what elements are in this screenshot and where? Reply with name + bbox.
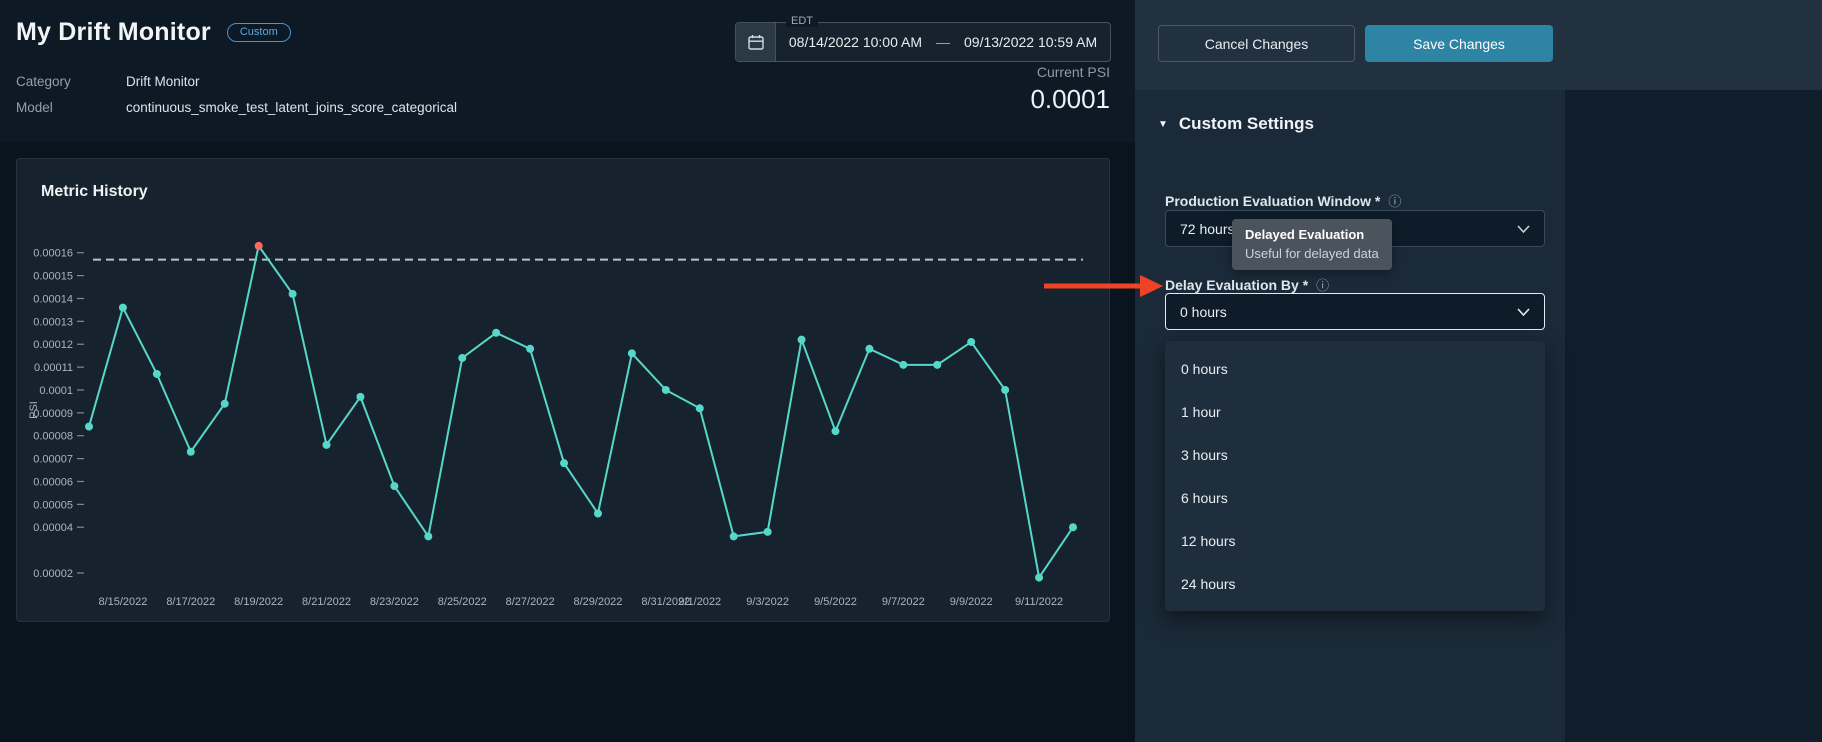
- svg-text:0.00009: 0.00009: [33, 408, 73, 420]
- metric-history-card: Metric History 0.00002 0.00004 0.00005 0.00…: [16, 158, 1110, 622]
- dropdown-option[interactable]: 6 hours: [1181, 489, 1228, 506]
- svg-text:0.00016: 0.00016: [33, 248, 73, 260]
- svg-text:9/7/2022: 9/7/2022: [882, 596, 925, 608]
- svg-text:0.00004: 0.00004: [33, 522, 73, 534]
- current-psi-value: 0.0001: [1030, 84, 1110, 114]
- svg-text:0.00006: 0.00006: [33, 476, 73, 488]
- svg-text:8/15/2022: 8/15/2022: [98, 596, 147, 608]
- svg-text:8/19/2022: 8/19/2022: [234, 596, 283, 608]
- production-window-value: 72 hours: [1180, 220, 1235, 237]
- dropdown-option[interactable]: 12 hours: [1181, 532, 1236, 549]
- delay-evaluation-value: 0 hours: [1180, 303, 1227, 320]
- page-title: My Drift Monitor: [16, 18, 211, 46]
- svg-text:9/11/2022: 9/11/2022: [1015, 596, 1063, 608]
- svg-text:0.00014: 0.00014: [33, 293, 73, 305]
- svg-text:9/1/2022: 9/1/2022: [678, 596, 721, 608]
- production-window-label-text: Production Evaluation Window *: [1165, 192, 1381, 209]
- svg-text:0.00008: 0.00008: [33, 431, 73, 443]
- save-changes-button[interactable]: Save Changes: [1365, 25, 1553, 62]
- background-panel: [1565, 90, 1822, 742]
- chevron-down-icon: [1517, 307, 1530, 316]
- caret-down-icon: ▼: [1158, 118, 1168, 130]
- svg-text:8/17/2022: 8/17/2022: [166, 596, 215, 608]
- current-psi-label: Current PSI: [1036, 64, 1110, 80]
- svg-text:0.00012: 0.00012: [33, 339, 73, 351]
- monitor-meta: Category Drift Monitor Model continuous_…: [16, 74, 457, 115]
- category-label: Category: [16, 74, 71, 89]
- date-range-separator: —: [936, 34, 950, 50]
- tooltip-title: Delayed Evaluation: [1245, 227, 1365, 242]
- custom-settings-section-header[interactable]: ▼ Custom Settings: [1158, 114, 1314, 134]
- date-range-start: 08/14/2022 10:00 AM: [788, 34, 922, 50]
- svg-text:9/5/2022: 9/5/2022: [814, 596, 857, 608]
- svg-text:8/21/2022: 8/21/2022: [302, 596, 351, 608]
- dropdown-option[interactable]: 0 hours: [1181, 360, 1228, 377]
- svg-text:0.00011: 0.00011: [34, 362, 73, 374]
- production-window-label: Production Evaluation Window * ⓘ: [1165, 191, 1401, 210]
- delayed-evaluation-tooltip: Delayed Evaluation Useful for delayed da…: [1232, 219, 1392, 270]
- dropdown-option[interactable]: 1 hour: [1181, 403, 1221, 420]
- monitor-header: My Drift Monitor Custom Category Drift M…: [0, 0, 1135, 142]
- delay-evaluation-label: Delay Evaluation By * ⓘ: [1165, 275, 1329, 294]
- date-range-end: 09/13/2022 10:59 AM: [964, 34, 1098, 50]
- date-range-picker[interactable]: EDT 08/14/2022 10:00 AM — 09/13/2022 10:…: [735, 15, 1111, 62]
- svg-text:9/3/2022: 9/3/2022: [746, 596, 789, 608]
- svg-text:9/9/2022: 9/9/2022: [950, 596, 993, 608]
- svg-text:0.0001: 0.0001: [39, 385, 73, 397]
- current-psi: Current PSI 0.0001: [1030, 64, 1110, 115]
- chevron-down-icon: [1517, 224, 1530, 233]
- svg-text:0.00007: 0.00007: [33, 454, 73, 466]
- info-icon[interactable]: ⓘ: [1388, 194, 1402, 209]
- custom-badge: Custom: [226, 23, 291, 42]
- calendar-icon: [736, 23, 776, 61]
- chart-title: Metric History: [41, 183, 148, 200]
- svg-text:PSI: PSI: [28, 401, 40, 419]
- dropdown-option[interactable]: 24 hours: [1181, 575, 1236, 592]
- metric-history-chart: 0.00002 0.00004 0.00005 0.00006 0.00007 0.000…: [28, 241, 1083, 608]
- svg-text:0.00002: 0.00002: [33, 568, 73, 580]
- delay-evaluation-label-text: Delay Evaluation By *: [1165, 276, 1309, 293]
- cancel-changes-button[interactable]: Cancel Changes: [1158, 25, 1355, 62]
- model-link[interactable]: continuous_smoke_test_latent_joins_score…: [126, 100, 457, 115]
- svg-text:8/27/2022: 8/27/2022: [506, 596, 555, 608]
- svg-text:8/23/2022: 8/23/2022: [370, 596, 419, 608]
- dropdown-option[interactable]: 3 hours: [1181, 446, 1228, 463]
- svg-text:0.00005: 0.00005: [33, 499, 73, 511]
- category-value: Drift Monitor: [126, 74, 200, 89]
- svg-text:8/29/2022: 8/29/2022: [573, 596, 622, 608]
- title-row: My Drift Monitor Custom: [16, 18, 291, 47]
- svg-text:0.00013: 0.00013: [33, 316, 73, 328]
- delay-options-list: 0 hours 1 hour 3 hours 6 hours 12 hours 24 ho…: [1165, 341, 1545, 611]
- timezone-label: EDT: [786, 15, 818, 27]
- model-label: Model: [16, 100, 53, 115]
- svg-text:8/25/2022: 8/25/2022: [438, 596, 487, 608]
- date-range-text: 08/14/2022 10:00 AM — 09/13/2022 10:59 A…: [776, 23, 1110, 61]
- section-title: Custom Settings: [1178, 114, 1314, 133]
- delay-evaluation-select[interactable]: 0 hours: [1165, 293, 1545, 330]
- svg-text:8/31/2022: 8/31/2022: [641, 596, 690, 608]
- svg-text:0.00015: 0.00015: [33, 271, 73, 283]
- info-icon[interactable]: ⓘ: [1316, 278, 1330, 293]
- tooltip-subtitle: Useful for delayed data: [1245, 246, 1379, 261]
